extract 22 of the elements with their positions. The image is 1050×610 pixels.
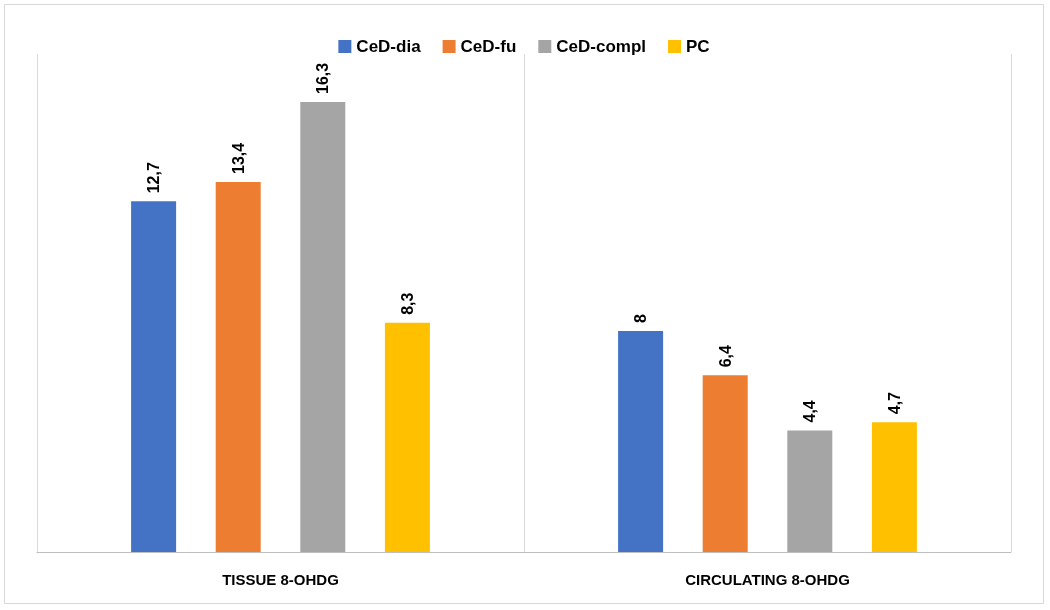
data-label: 8 xyxy=(632,314,650,324)
legend-label: CeD-fu xyxy=(460,37,517,56)
legend-label: PC xyxy=(686,37,710,56)
legend-label: CeD-dia xyxy=(356,37,422,56)
data-label: 8,3 xyxy=(398,292,416,315)
bar xyxy=(215,182,261,552)
bar xyxy=(787,430,833,552)
bar xyxy=(618,331,664,552)
x-tick-label: CIRCULATING 8-OHDG xyxy=(685,571,850,588)
data-label: 13,4 xyxy=(229,142,247,175)
data-label: 4,4 xyxy=(801,400,819,423)
bar xyxy=(384,322,430,552)
bar xyxy=(300,101,346,552)
bar xyxy=(871,422,917,552)
bar xyxy=(131,201,177,552)
data-label: 12,7 xyxy=(145,162,163,194)
legend-label: CeD-compl xyxy=(556,37,647,56)
x-tick-label: TISSUE 8-OHDG xyxy=(222,571,339,588)
bar xyxy=(702,375,748,552)
data-label: 16,3 xyxy=(314,62,332,94)
data-label: 6,4 xyxy=(716,344,734,368)
data-label: 4,7 xyxy=(885,391,903,415)
